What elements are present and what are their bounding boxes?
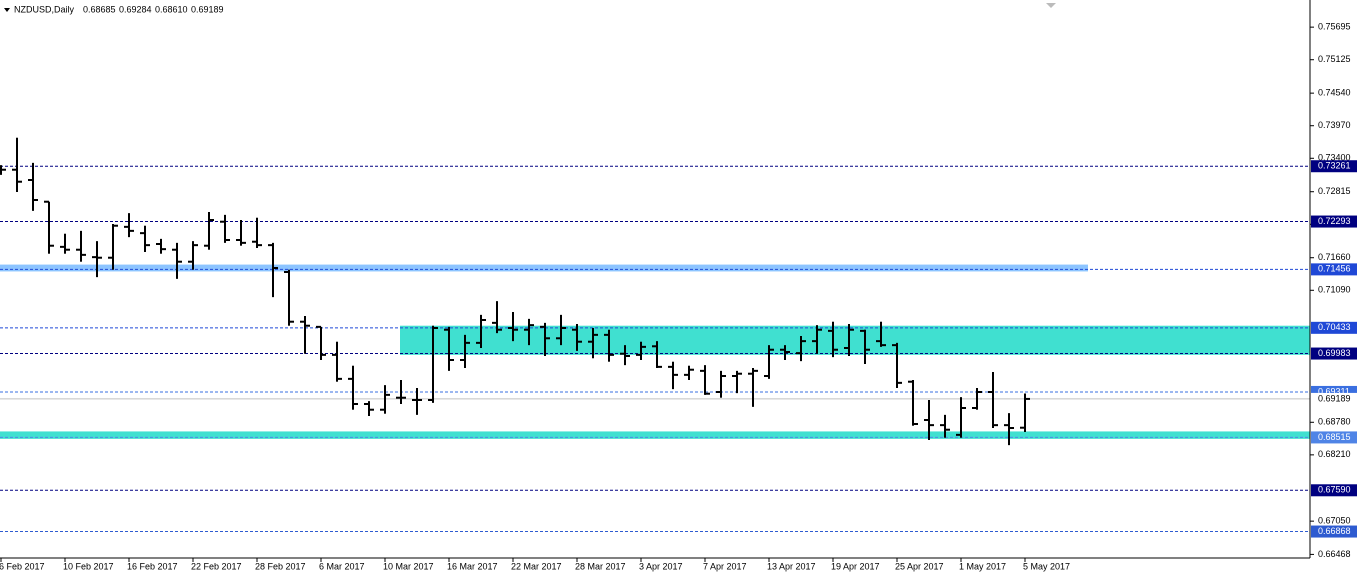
x-tick-label: 6 Mar 2017: [319, 561, 365, 571]
bars: [0, 137, 1030, 446]
current-price-bg: [1311, 392, 1357, 405]
level-label-bg: [1311, 484, 1357, 497]
level-label: 0.71456: [1318, 264, 1351, 274]
zones: [0, 264, 1310, 439]
shift-marker: [1046, 3, 1056, 8]
x-tick-label: 3 Apr 2017: [639, 561, 683, 571]
level-label: 0.72293: [1318, 216, 1351, 226]
level-label-bg: [1311, 263, 1357, 276]
y-tick-label: 0.71090: [1318, 285, 1351, 295]
x-tick-label: 28 Mar 2017: [575, 561, 626, 571]
current-price-label: 0.69189: [1318, 393, 1351, 403]
y-tick-label: 0.74540: [1318, 88, 1351, 98]
level-label: 0.69983: [1318, 348, 1351, 358]
x-tick-label: 5 May 2017: [1023, 561, 1070, 571]
x-tick-label: 22 Mar 2017: [511, 561, 562, 571]
symbol: NZDUSD,Daily: [14, 4, 75, 14]
y-tick-label: 0.72815: [1318, 186, 1351, 196]
header-low: 0.68610: [155, 4, 188, 14]
zone: [0, 431, 1310, 439]
symbol-menu-arrow[interactable]: [4, 8, 10, 12]
y-tick-label: 0.67050: [1318, 516, 1351, 526]
zone: [400, 325, 1310, 355]
level-label-bg: [1311, 347, 1357, 360]
x-tick-label: 7 Apr 2017: [703, 561, 747, 571]
y-tick-label: 0.73400: [1318, 153, 1351, 163]
x-tick-label: 22 Feb 2017: [191, 561, 242, 571]
level-label-bg: [1311, 321, 1357, 334]
level-label: 0.69311: [1318, 386, 1350, 396]
level-label: 0.67590: [1318, 485, 1351, 495]
header-high: 0.69284: [119, 4, 152, 14]
y-tick-label: 0.68780: [1318, 417, 1351, 427]
x-tick-label: 6 Feb 2017: [0, 561, 45, 571]
x-tick-label: 16 Mar 2017: [447, 561, 498, 571]
level-label: 0.73261: [1318, 161, 1351, 171]
header-close: 0.69189: [191, 4, 224, 14]
levels: [0, 165, 1310, 533]
y-tick-label: 0.75125: [1318, 54, 1351, 64]
x-tick-label: 10 Feb 2017: [63, 561, 114, 571]
level-label-bg: [1311, 431, 1357, 444]
x-tick-label: 19 Apr 2017: [831, 561, 880, 571]
header-open: 0.68685: [83, 4, 116, 14]
y-tick-label: 0.73970: [1318, 120, 1351, 130]
x-tick-label: 10 Mar 2017: [383, 561, 434, 571]
x-tick-label: 1 May 2017: [959, 561, 1006, 571]
level-label-bg: [1311, 215, 1357, 228]
y-tick-label: 0.75695: [1318, 22, 1351, 32]
y-tick-label: 0.68210: [1318, 449, 1351, 459]
x-tick-label: 28 Feb 2017: [255, 561, 306, 571]
x-tick-label: 16 Feb 2017: [127, 561, 178, 571]
y-tick-label: 0.66468: [1318, 549, 1351, 559]
y-tick-label: 0.71660: [1318, 252, 1351, 262]
zone: [0, 264, 1088, 272]
level-label-bg: [1311, 525, 1357, 538]
x-tick-label: 25 Apr 2017: [895, 561, 944, 571]
x-tick-label: 13 Apr 2017: [767, 561, 816, 571]
level-label: 0.66868: [1318, 526, 1351, 536]
level-label: 0.70433: [1318, 322, 1351, 332]
level-label-bg: [1311, 160, 1357, 173]
axes: 0.75695 0.75125 0.74540 0.73970 0.73400 0.728…: [0, 22, 1357, 571]
level-label: 0.68515: [1318, 432, 1351, 442]
